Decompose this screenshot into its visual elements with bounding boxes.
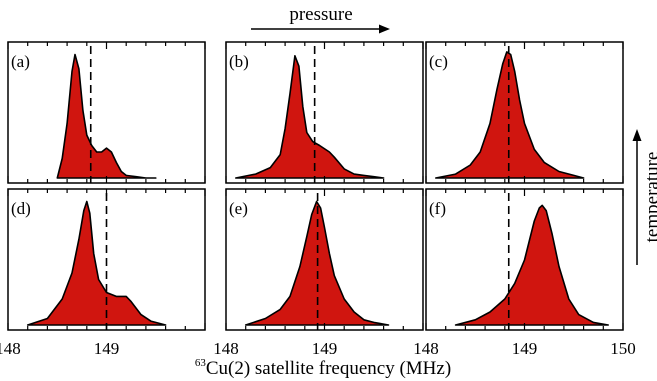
panel-label: (e) — [229, 199, 248, 218]
temperature-arrow: temperature — [632, 129, 657, 265]
spectrum-area — [454, 204, 609, 326]
panel-label: (b) — [229, 52, 249, 71]
x-tick-label: 148 — [0, 339, 21, 358]
panel-e: (e) — [225, 188, 424, 331]
temperature-label: temperature — [642, 152, 657, 243]
x-tick-label: 149 — [512, 339, 538, 358]
panel-c: (c) — [425, 41, 624, 184]
x-axis-label-superscript: 63 — [195, 357, 207, 369]
panel-d: (d) — [7, 188, 206, 331]
panel-b: (b) — [225, 41, 424, 184]
x-axis-label: 63Cu(2) satellite frequency (MHz) — [195, 357, 451, 379]
spectrum-area — [435, 51, 585, 179]
pressure-arrow-head — [379, 24, 390, 34]
spectrum-area — [235, 55, 385, 179]
x-tick-label: 149 — [312, 339, 338, 358]
panel-label: (d) — [11, 199, 31, 218]
spectrum-area — [26, 200, 167, 326]
temperature-arrow-head — [632, 129, 642, 141]
x-tick-label: 148 — [213, 339, 239, 358]
spectrum-area — [56, 53, 157, 179]
panel-label: (a) — [11, 52, 30, 71]
panel-a: (a) — [7, 41, 206, 184]
x-tick-label: 150 — [610, 339, 636, 358]
panel-label: (c) — [429, 52, 448, 71]
panels-group: (a) (b) (c) (d) (e) (f) — [7, 41, 624, 331]
panel-f: (f) — [425, 188, 624, 331]
pressure-arrow: pressure — [251, 4, 390, 34]
x-tick-label: 148 — [413, 339, 439, 358]
panel-label: (f) — [429, 199, 446, 218]
x-axis-label-text: Cu(2) satellite frequency (MHz) — [206, 358, 451, 379]
x-tick-label: 149 — [94, 339, 120, 358]
pressure-label: pressure — [289, 4, 352, 25]
tick-labels-group: 148 149 148 149 148 149 150 — [0, 339, 636, 358]
